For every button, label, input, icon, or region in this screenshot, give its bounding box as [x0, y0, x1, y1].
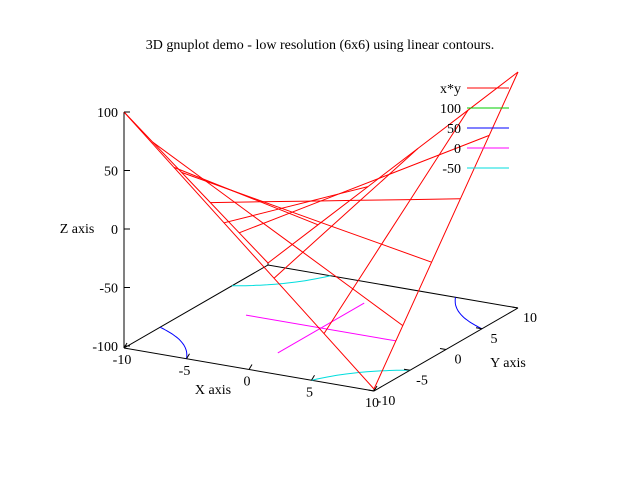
- legend-label: -50: [442, 162, 461, 177]
- surface-line: [152, 141, 404, 327]
- surface-line: [323, 109, 469, 334]
- surface-line: [210, 198, 461, 204]
- z-tick-label: 100: [97, 106, 118, 121]
- y-tick-label: 10: [523, 311, 537, 326]
- x-tick: [311, 375, 315, 381]
- y-tick-label: -5: [416, 373, 428, 388]
- contour-line: [454, 297, 483, 330]
- y-axis-label: Y axis: [490, 356, 526, 371]
- y-tick: [367, 389, 375, 392]
- surface-line: [123, 111, 269, 264]
- legend-label: 100: [440, 102, 461, 117]
- contour-lines: [159, 275, 483, 381]
- legend-label: x*y: [440, 82, 461, 97]
- z-tick-label: 50: [104, 165, 118, 180]
- contour-line: [159, 326, 188, 359]
- y-tick-label: -10: [377, 394, 396, 409]
- surface-line: [373, 71, 519, 390]
- legend-label: 50: [447, 122, 461, 137]
- legend-label: 0: [454, 142, 461, 157]
- x-tick-label: -10: [113, 353, 132, 368]
- surface-line: [223, 186, 369, 224]
- x-tick: [373, 385, 378, 392]
- x-tick-label: -5: [179, 364, 191, 379]
- x-tick-label: 5: [306, 385, 313, 400]
- x-tick: [248, 364, 253, 370]
- x-axis-label: X axis: [195, 383, 231, 398]
- y-tick: [439, 348, 447, 350]
- y-tick-label: 0: [455, 353, 462, 368]
- surface-line: [267, 71, 519, 264]
- chart-title: 3D gnuplot demo - low resolution (6x6) u…: [146, 38, 494, 53]
- y-tick-label: 5: [491, 332, 498, 347]
- x-tick: [186, 353, 190, 360]
- surface-line: [273, 148, 419, 279]
- surface-line: [123, 111, 375, 390]
- x-tick-label: 10: [365, 396, 379, 411]
- surface-line: [239, 134, 490, 234]
- contour-line: [311, 369, 411, 381]
- z-tick-label: 0: [111, 223, 118, 238]
- legend: x*y 100 50 0 -50: [440, 82, 509, 177]
- surface-mesh: [123, 71, 519, 390]
- y-tick: [403, 368, 411, 371]
- contour-line: [277, 302, 365, 354]
- z-axis-label: Z axis: [60, 222, 95, 237]
- x-tick-label: 0: [244, 375, 251, 390]
- contour-line: [232, 275, 331, 287]
- surface-line: [181, 171, 432, 263]
- z-tick-label: -100: [92, 340, 118, 355]
- surface-line: [173, 166, 319, 226]
- z-tick-label: -50: [99, 282, 118, 297]
- y-tick: [475, 327, 483, 330]
- y-tick: [511, 306, 519, 309]
